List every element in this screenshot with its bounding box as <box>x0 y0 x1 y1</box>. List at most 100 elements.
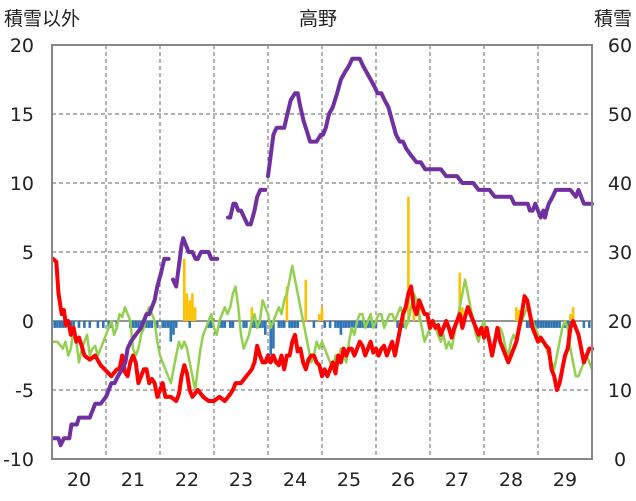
sunshine-bars-bar <box>169 321 173 342</box>
sunshine-bars-bar <box>134 321 137 328</box>
x-tick-label: 20 <box>67 469 91 491</box>
sunshine-bars-bar <box>228 321 232 328</box>
sunshine-bars-bar <box>161 321 164 328</box>
x-tick-label: 25 <box>337 469 361 491</box>
sunshine-bars-bar <box>88 321 92 328</box>
grid <box>52 45 592 459</box>
left-tick-label: 20 <box>10 35 34 57</box>
right-tick-label: 40 <box>608 173 632 195</box>
sunshine-bars-bar <box>291 321 294 328</box>
sunshine-bars-bar <box>245 321 248 328</box>
left-tick-label: 0 <box>22 311 34 333</box>
sunshine-bars-bar <box>272 321 275 349</box>
sunshine-bars-bar <box>58 321 62 328</box>
sunshine-bars-bar <box>174 321 178 328</box>
sunshine-bars-bar <box>358 321 362 328</box>
precip-bars-bar <box>571 307 575 321</box>
sunshine-bars-bar <box>366 321 370 328</box>
plot-frame <box>51 44 593 460</box>
tick-labels: -10 -5 0 5 10 15 20 0 10 20 30 40 50 60 20 21 22 23 24 25 26… <box>3 35 632 491</box>
sunshine-bars-bar <box>107 321 110 328</box>
sunshine-bars-bar <box>102 321 105 328</box>
sunshine-bars-bar <box>552 321 556 328</box>
x-tick-label: 21 <box>121 469 145 491</box>
sunshine-bars-bar <box>166 321 170 328</box>
precip-bars-bar <box>188 300 191 321</box>
sunshine-bars-bar <box>353 321 356 328</box>
sunshine-bars-bar <box>328 321 332 328</box>
sunshine-bars-bar <box>53 321 56 328</box>
sunshine-bars-bar <box>220 321 224 328</box>
sunshine-bars-bar <box>369 321 372 328</box>
sunshine-bars-bar <box>361 321 364 328</box>
sunshine-bars-bar <box>582 321 586 328</box>
sunshine-bars-bar <box>96 321 100 328</box>
sunshine-bars-bar <box>323 321 326 328</box>
sunshine-bars-bar <box>558 321 561 328</box>
sunshine-bars-bar <box>536 321 540 328</box>
sunshine-bars-bar <box>147 321 151 328</box>
x-tick-label: 27 <box>445 469 469 491</box>
sunshine-bars-bar <box>137 321 140 328</box>
sunshine-bars-bar <box>207 321 210 328</box>
sunshine-bars-bar <box>312 321 316 328</box>
sunshine-bars-bar <box>342 321 345 328</box>
sunshine-bars-bar <box>77 321 81 328</box>
sunshine-bars-bar <box>563 321 567 328</box>
snow-depth-line <box>171 236 220 289</box>
precip-bars-bar <box>320 307 324 321</box>
sunshine-bars-bar <box>150 321 154 328</box>
precip-bars-bar <box>285 286 289 321</box>
sunshine-bars-bar <box>334 321 337 328</box>
sunshine-bars-bar <box>145 321 148 328</box>
sunshine-bars-bar <box>61 321 65 328</box>
sunshine-bars-bar <box>339 321 343 335</box>
sunshine-bars-bar <box>547 321 551 328</box>
sunshine-bars-bar <box>525 321 529 328</box>
sunshine-bars-bar <box>56 321 59 328</box>
sunshine-bars-bar <box>555 321 559 328</box>
precip-bars-bar <box>318 314 321 321</box>
sunshine-bars-bar <box>542 321 545 328</box>
sunshine-bars-bar <box>280 321 283 328</box>
sunshine-bars-bar <box>293 321 297 328</box>
sunshine-bars-bar <box>261 321 264 328</box>
sunshine-bars-bar <box>258 321 262 328</box>
sunshine-bars-bar <box>544 321 548 328</box>
sunshine-bars-bar <box>223 321 227 328</box>
left-tick-label: 15 <box>10 104 34 126</box>
snow-depth-line <box>51 256 171 448</box>
precip-bars-bar <box>191 293 194 321</box>
precip-bars-bar <box>185 293 189 321</box>
precip-bars-bar <box>250 307 254 321</box>
sunshine-bars-bar <box>172 321 175 335</box>
sunshine-bars-bar <box>264 321 267 335</box>
sunshine-bars-bar <box>534 321 537 328</box>
x-tick-label: 28 <box>499 469 523 491</box>
precip-bars-bar <box>569 314 572 321</box>
x-tick-label: 22 <box>175 469 199 491</box>
left-axis-label: 積雪以外 <box>4 8 80 30</box>
left-tick-label: 10 <box>10 173 34 195</box>
right-tick-label: 0 <box>614 449 626 471</box>
x-tick-label: 23 <box>229 469 253 491</box>
x-tick-label: 29 <box>553 469 577 491</box>
precip-bars-bar <box>183 258 186 321</box>
sunshine-bars-bar <box>269 321 272 356</box>
sunshine-bars-bar <box>72 321 75 328</box>
sunshine-bars-bar <box>396 321 399 328</box>
right-axis-label: 積雪 <box>594 8 632 30</box>
sunshine-bars-bar <box>277 321 281 328</box>
sunshine-bars-bar <box>345 321 348 328</box>
sunshine-bars-bar <box>83 321 86 328</box>
precip-bars-bar <box>304 279 308 321</box>
sunshine-bars-bar <box>210 321 213 328</box>
bars <box>53 196 591 356</box>
sunshine-bars-bar <box>231 321 235 328</box>
precip-bars-bar <box>193 307 197 321</box>
left-tick-label: -5 <box>15 380 34 402</box>
left-tick-label: -10 <box>3 449 34 471</box>
precip-bars-bar <box>515 307 518 321</box>
right-tick-label: 60 <box>608 35 632 57</box>
precip-bars-bar <box>461 307 464 321</box>
